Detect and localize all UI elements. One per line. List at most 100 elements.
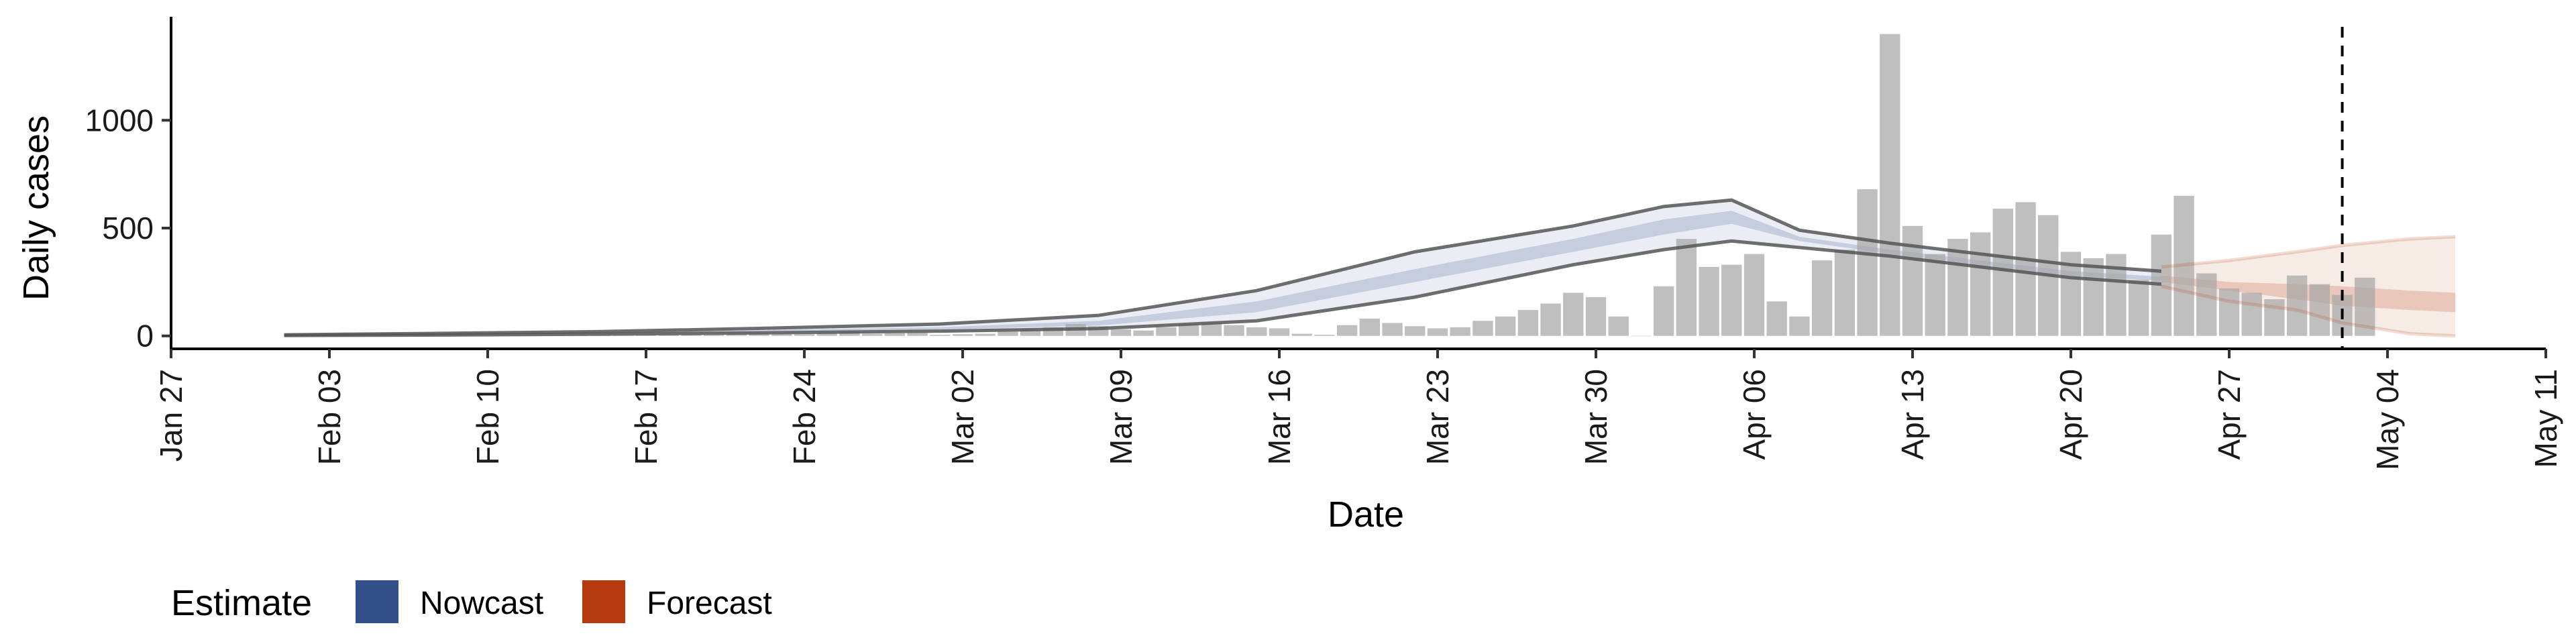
x-tick-label: Apr 06: [1737, 369, 1772, 460]
bar: [771, 333, 792, 336]
x-tick-label: May 11: [2528, 369, 2563, 468]
nowcast-lower-line: [284, 239, 2162, 337]
bar: [1721, 264, 1742, 336]
legend-swatch-forecast: [582, 580, 625, 623]
bar: [2174, 195, 2194, 336]
x-tick-label: Feb 10: [470, 369, 505, 465]
bar: [1314, 335, 1335, 336]
bar: [1631, 335, 1652, 337]
bar: [1156, 327, 1177, 336]
nowcast-outer-band: [284, 200, 2161, 336]
y-tick-label: 0: [136, 319, 154, 354]
bar: [1857, 189, 1878, 336]
bar: [2309, 284, 2330, 336]
bar: [1020, 329, 1041, 336]
bar: [1834, 250, 1856, 336]
bar: [1382, 323, 1403, 336]
nowcast-upper-line: [284, 198, 2162, 337]
x-ticks: Jan 27 Feb 03 Feb 10 Feb 17 Feb 24 Mar 02 Mar …: [154, 349, 2563, 470]
bar: [1246, 327, 1267, 336]
bar: [884, 333, 906, 336]
forecast-lower-line: [2161, 284, 2456, 338]
bar: [1880, 34, 1900, 336]
bar: [2083, 258, 2104, 336]
bar: [1269, 328, 1290, 336]
forecast-inner-band: [2161, 275, 2456, 313]
x-tick-label: May 04: [2370, 369, 2405, 470]
x-tick-label: Feb 24: [787, 369, 822, 465]
bar: [1201, 323, 1222, 336]
bar: [816, 332, 837, 336]
bar: [907, 333, 928, 336]
forecast-upper-line: [2161, 235, 2456, 269]
bar: [1336, 325, 1358, 336]
bar: [1359, 319, 1381, 336]
bar: [1766, 301, 1787, 336]
bar: [1902, 225, 1923, 336]
bar: [1676, 239, 1697, 336]
y-tick-label: 500: [102, 211, 154, 246]
bar: [1291, 333, 1312, 336]
bar: [1947, 239, 1968, 336]
bar: [1653, 286, 1674, 336]
bar: [861, 333, 883, 336]
bar: [749, 333, 769, 336]
bar: [703, 335, 724, 336]
band-outline-lines: [284, 198, 2456, 338]
legend: Estimate Nowcast Forecast: [171, 580, 772, 623]
x-tick-label: Mar 16: [1262, 369, 1297, 465]
x-tick-label: Mar 02: [945, 369, 980, 465]
bar: [1743, 254, 1765, 336]
bar: [1925, 254, 1945, 336]
bar: [726, 333, 747, 336]
forecast-outer-band: [2161, 236, 2456, 336]
bar: [1427, 328, 1448, 336]
bar: [1133, 330, 1154, 336]
legend-swatch-nowcast: [356, 580, 398, 623]
legend-title: Estimate: [171, 583, 312, 623]
bar: [1517, 310, 1539, 336]
x-tick-label: Mar 23: [1420, 369, 1455, 465]
x-tick-label: Apr 13: [1895, 369, 1930, 460]
bar: [1811, 260, 1833, 336]
bar: [1224, 325, 1244, 336]
legend-label-forecast: Forecast: [647, 586, 772, 621]
bar: [1789, 316, 1810, 336]
x-tick-label: Mar 30: [1578, 369, 1613, 465]
bar: [975, 333, 996, 336]
bar: [1110, 329, 1132, 336]
plot-area: [284, 27, 2456, 349]
bar: [930, 335, 951, 336]
y-tick-label: 1000: [85, 103, 154, 138]
bar: [794, 334, 815, 336]
bar: [1472, 321, 1493, 336]
x-tick-label: Mar 09: [1104, 369, 1138, 465]
x-tick-label: Apr 20: [2053, 369, 2088, 460]
x-axis-title: Date: [1328, 494, 1404, 535]
bar: [2264, 299, 2285, 336]
legend-label-nowcast: Nowcast: [420, 586, 543, 621]
x-tick-label: Jan 27: [154, 369, 189, 462]
x-tick-label: Apr 27: [2212, 369, 2247, 460]
nowcast-inner-band: [284, 211, 2161, 335]
bar: [2196, 273, 2217, 336]
bar: [1495, 316, 1516, 336]
bar: [613, 335, 634, 336]
bar: [1540, 303, 1561, 336]
bar: [2015, 202, 2036, 336]
x-tick-label: Feb 17: [629, 369, 663, 465]
bar: [2241, 292, 2262, 336]
y-axis-title: Daily cases: [16, 115, 56, 301]
bar: [2218, 288, 2240, 336]
x-tick-label: Feb 03: [312, 369, 347, 465]
bar: [1699, 266, 1719, 336]
bar: [1585, 297, 1607, 336]
bar: [1608, 316, 1629, 336]
bar: [2355, 277, 2375, 336]
bar: [1450, 327, 1470, 336]
bar: [1970, 232, 1991, 336]
bar: [998, 331, 1018, 336]
bar: [1405, 326, 1426, 336]
bar: [1992, 209, 2014, 336]
